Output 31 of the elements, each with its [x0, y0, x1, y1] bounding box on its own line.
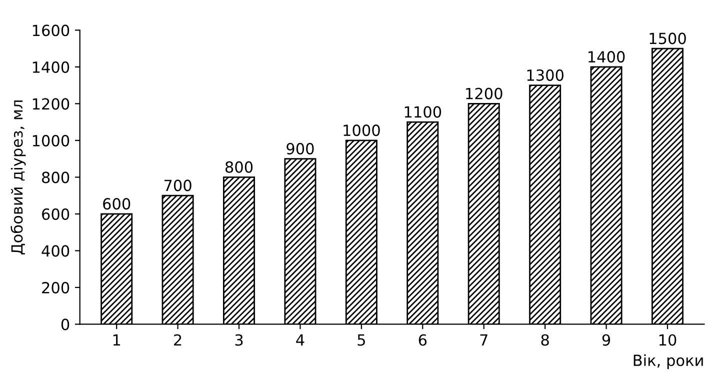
x-tick-label: 3 [235, 334, 243, 346]
y-tick-label: 200 [42, 282, 70, 294]
x-tick-label: 10 [659, 334, 676, 346]
data-label: 700 [164, 180, 192, 192]
y-tick-label: 1600 [32, 24, 70, 36]
x-tick-label: 5 [358, 334, 365, 346]
data-label: 1300 [527, 69, 564, 81]
data-label: 900 [286, 142, 314, 154]
data-label: 1100 [404, 106, 442, 118]
x-tick-label: 2 [174, 334, 182, 346]
y-tick-label: 1400 [32, 61, 70, 73]
y-tick-label: 800 [42, 172, 70, 184]
data-label: 800 [225, 161, 253, 173]
data-label: 1000 [344, 124, 380, 136]
data-label: 600 [103, 198, 130, 210]
data-label: 1400 [588, 51, 625, 63]
y-tick-label: 1200 [32, 98, 70, 110]
x-tick-label: 4 [296, 334, 304, 346]
data-label: 1200 [466, 88, 502, 100]
y-tick-label: 600 [42, 208, 70, 220]
y-tick-label: 0 [61, 318, 70, 330]
x-tick-label: 1 [113, 334, 120, 346]
y-tick-label: 1000 [32, 134, 70, 146]
data-label: 1500 [650, 32, 686, 44]
y-tick-label: 400 [42, 245, 70, 257]
x-tick-label: 6 [418, 334, 427, 346]
x-tick-label: 9 [602, 334, 610, 346]
x-tick-label: 7 [480, 334, 488, 346]
x-axis-title: Вік, роки [634, 354, 703, 370]
y-axis-title: Добовий діурез, мл [10, 100, 26, 254]
x-tick-label: 8 [541, 334, 549, 346]
